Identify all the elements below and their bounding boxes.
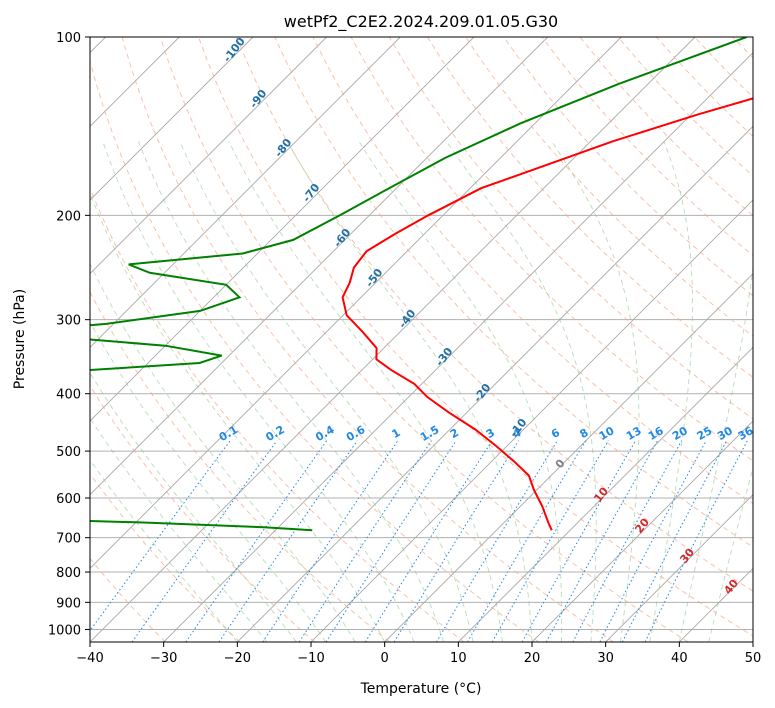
mixing-ratio-line — [298, 440, 432, 642]
moist-adiabat-line — [551, 141, 640, 642]
x-tick-label: 40 — [671, 651, 688, 666]
dry-adiabat-line — [312, 37, 753, 505]
mixing-ratio-line — [521, 440, 637, 642]
moist-adiabat-line — [708, 465, 753, 642]
isotherm-line — [605, 494, 753, 642]
isotherm-line — [384, 273, 753, 642]
dry-adiabat-line — [198, 37, 753, 637]
isotherm-line — [90, 37, 696, 642]
dry-adiabat-line — [771, 37, 775, 642]
dry-adiabat-line — [90, 557, 166, 642]
isotherm-line — [90, 37, 548, 496]
mixing-ratio-line — [364, 440, 493, 642]
mixing-ratio-line — [185, 440, 328, 642]
x-tick-label: −10 — [297, 651, 324, 666]
moist-adiabat-line — [228, 141, 503, 642]
isotherm-line — [90, 37, 475, 422]
x-axis-ticks: −40 −30 −20 −10 0 10 20 30 40 50 — [76, 642, 761, 666]
mixing-ratio-line — [131, 440, 278, 642]
x-tick-label: −30 — [150, 651, 177, 666]
mixing-ratio-line — [545, 440, 659, 642]
mixing-ratio-line — [435, 440, 558, 642]
temperature-trace — [341, 97, 753, 531]
y-tick-label: 500 — [56, 445, 81, 460]
dewpoint-trace — [90, 37, 747, 532]
x-tick-label: 20 — [524, 651, 541, 666]
moist-adiabat-line — [358, 141, 563, 642]
y-tick-label: 100 — [56, 31, 81, 46]
mixing-ratio-line — [572, 440, 683, 642]
isotherm-line — [752, 641, 753, 642]
moist-adiabat-line — [649, 141, 693, 642]
isotherm-line — [90, 37, 327, 275]
mixing-ratio-line — [393, 440, 520, 642]
dry-adiabat-line — [503, 37, 753, 297]
x-axis-label: Temperature (°C) — [360, 681, 482, 697]
dry-adiabat-line — [159, 37, 689, 642]
moist-adiabat-line — [179, 141, 474, 642]
isotherm-line — [90, 37, 622, 569]
dry-adiabat-line — [350, 37, 753, 462]
dry-adiabat-line — [121, 37, 614, 642]
isotherm-line — [90, 37, 254, 201]
moist-adiabat-line — [678, 264, 753, 642]
x-tick-label: −40 — [76, 651, 103, 666]
dry-adiabat-line — [90, 291, 390, 642]
moist-adiabat-line — [90, 192, 386, 642]
isotherm-line — [531, 420, 753, 642]
dry-adiabat-line — [90, 473, 241, 642]
x-tick-label: 10 — [450, 651, 467, 666]
mixing-ratio-line — [467, 440, 587, 642]
x-tick-label: −20 — [224, 651, 251, 666]
background-lines — [90, 37, 775, 642]
mixing-ratio-line — [491, 440, 609, 642]
isotherm-line — [237, 125, 753, 642]
y-tick-label: 300 — [56, 314, 81, 329]
plot-frame — [89, 36, 754, 643]
dry-adiabat-line — [388, 37, 753, 420]
moist-adiabat-line — [90, 321, 327, 642]
dry-adiabat-line — [90, 384, 315, 642]
isotherm-line — [310, 199, 753, 642]
series-layer — [90, 37, 753, 532]
dry-adiabat-line — [236, 37, 753, 592]
y-tick-label: 200 — [56, 209, 81, 224]
y-axis-label: Pressure (hPa) — [12, 289, 28, 389]
mixing-ratio-line — [644, 440, 748, 642]
mixing-ratio-line — [325, 440, 457, 642]
moist-adiabat-line — [287, 141, 533, 642]
plot-area — [90, 37, 753, 642]
y-tick-label: 800 — [56, 566, 81, 581]
y-axis-ticks: 100 200 300 400 500 600 700 800 900 1000 — [48, 31, 90, 638]
x-tick-label: 50 — [745, 651, 762, 666]
x-tick-label: 0 — [381, 651, 389, 666]
dry-adiabat-line — [465, 37, 753, 337]
moist-adiabat-line — [90, 262, 356, 642]
y-tick-label: 600 — [56, 492, 81, 507]
isotherm-line — [163, 52, 753, 642]
y-tick-label: 1000 — [48, 623, 81, 638]
moist-adiabat-line — [137, 141, 445, 642]
y-tick-label: 400 — [56, 388, 81, 403]
isotherm-line — [458, 346, 753, 642]
mixing-ratio-line — [90, 440, 231, 632]
y-tick-label: 700 — [56, 532, 81, 547]
dry-adiabat-line — [90, 186, 465, 642]
x-tick-label: 30 — [597, 651, 614, 666]
mixing-ratio-line — [262, 440, 399, 642]
dry-adiabat-line — [90, 59, 540, 642]
y-tick-label: 900 — [56, 596, 81, 611]
chart-title: wetPf2_C2E2.2024.209.01.05.G30 — [284, 12, 558, 32]
dry-adiabat-line — [274, 37, 753, 548]
